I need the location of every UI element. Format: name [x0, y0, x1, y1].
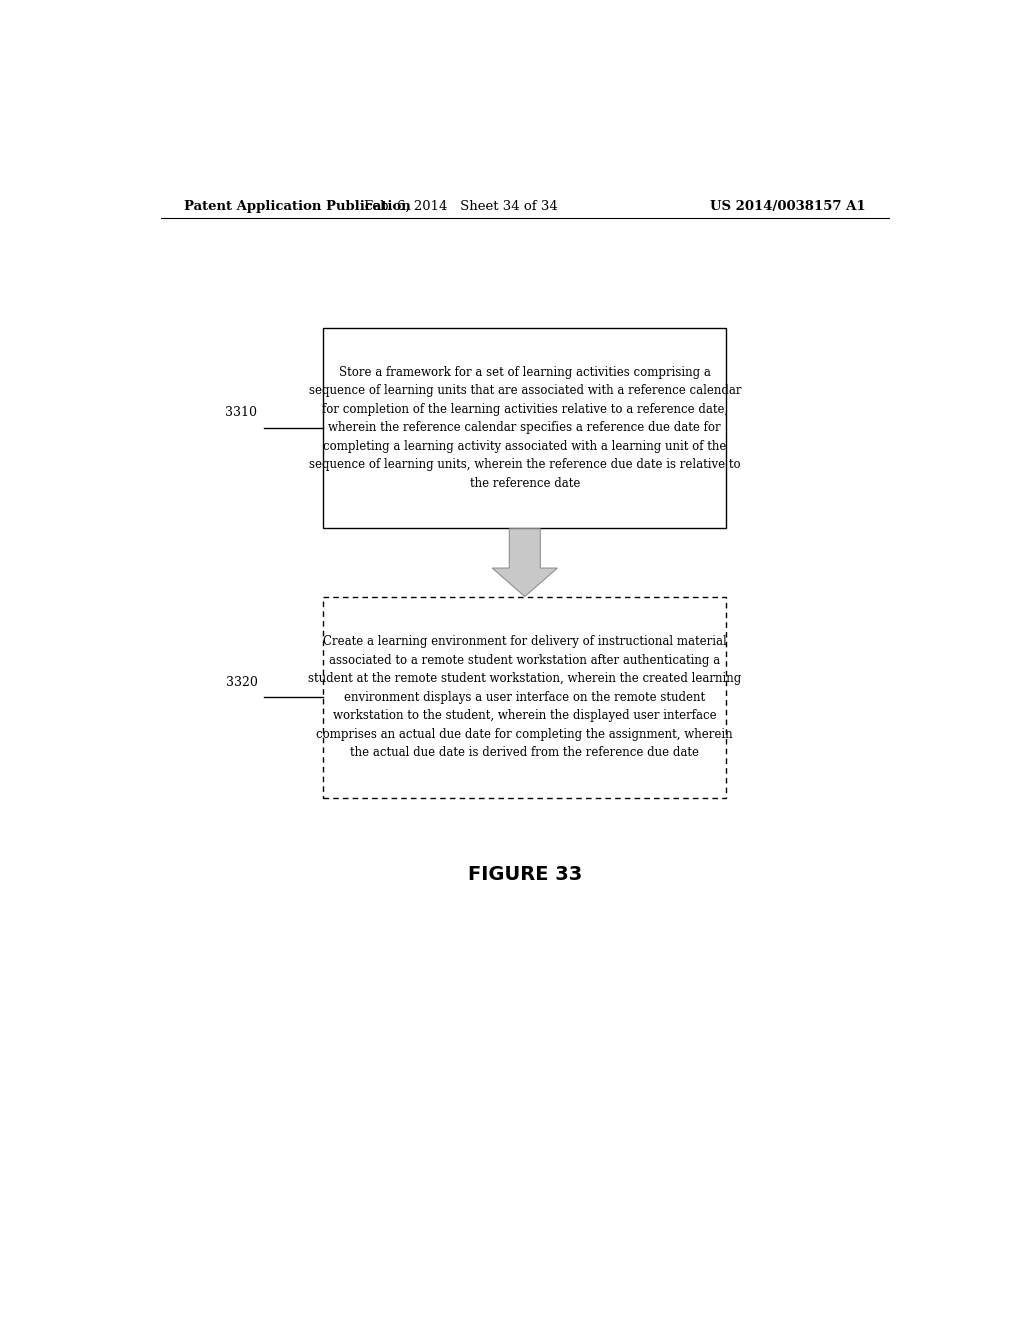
Text: 3320: 3320 [225, 676, 257, 689]
Bar [324, 597, 726, 797]
Polygon shape [493, 529, 557, 597]
Text: Feb. 6, 2014   Sheet 34 of 34: Feb. 6, 2014 Sheet 34 of 34 [365, 199, 558, 213]
Bar [324, 327, 726, 528]
Text: Patent Application Publication: Patent Application Publication [183, 199, 411, 213]
Text: US 2014/0038157 A1: US 2014/0038157 A1 [711, 199, 866, 213]
Text: Create a learning environment for delivery of instructional material
associated : Create a learning environment for delive… [308, 635, 741, 759]
Text: FIGURE 33: FIGURE 33 [468, 865, 582, 884]
Text: 3310: 3310 [225, 407, 257, 418]
Text: Store a framework for a set of learning activities comprising a
sequence of lear: Store a framework for a set of learning … [308, 366, 741, 490]
